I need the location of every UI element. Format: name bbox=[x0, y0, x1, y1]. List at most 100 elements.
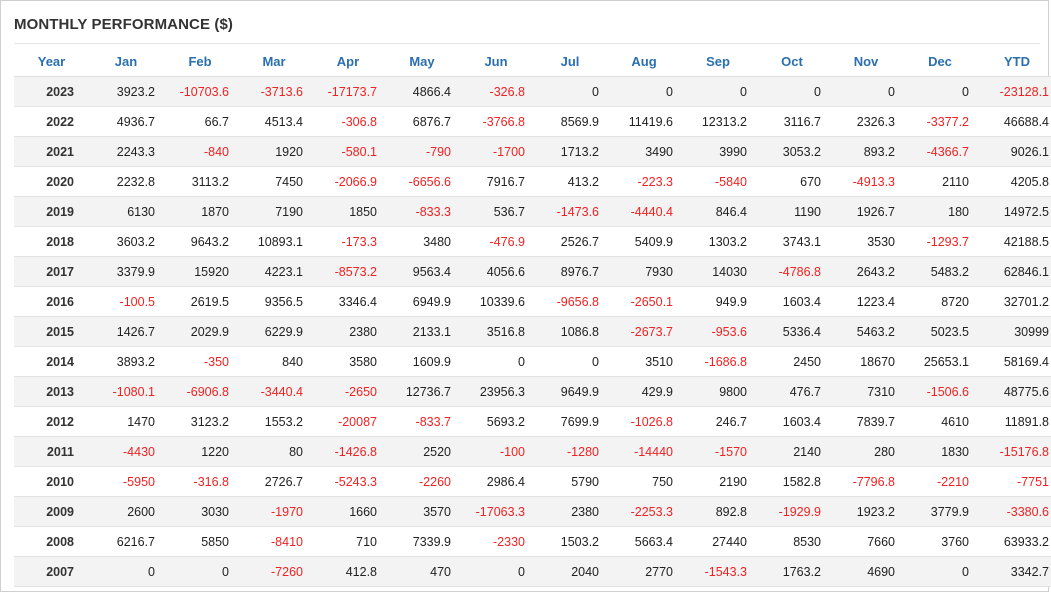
value-cell-jul: 8976.7 bbox=[533, 256, 607, 287]
value-cell-may: 4866.4 bbox=[385, 76, 459, 107]
value-cell-ytd: -15176.8 bbox=[977, 436, 1051, 467]
column-header-apr[interactable]: Apr bbox=[311, 46, 385, 77]
column-header-feb[interactable]: Feb bbox=[163, 46, 237, 77]
value-cell-ytd: 42188.5 bbox=[977, 226, 1051, 257]
year-cell: 2014 bbox=[14, 346, 89, 377]
value-cell-ytd: 58169.4 bbox=[977, 346, 1051, 377]
value-cell-jan: 3603.2 bbox=[89, 226, 163, 257]
value-cell-dec: -3377.2 bbox=[903, 106, 977, 137]
value-cell-oct: 1603.4 bbox=[755, 286, 829, 317]
value-cell-jul: 2380 bbox=[533, 496, 607, 527]
value-cell-oct: 3743.1 bbox=[755, 226, 829, 257]
value-cell-mar: -3440.4 bbox=[237, 376, 311, 407]
column-header-dec[interactable]: Dec bbox=[903, 46, 977, 77]
table-row: 2009 2600 3030 -1970 1660 3570 -17063.3 2380 -22… bbox=[14, 496, 1051, 527]
value-cell-nov: 1223.4 bbox=[829, 286, 903, 317]
value-cell-apr: 412.8 bbox=[311, 556, 385, 587]
value-cell-mar: 4223.1 bbox=[237, 256, 311, 287]
value-cell-aug: 5663.4 bbox=[607, 526, 681, 557]
table-row: 2020 2232.8 3113.2 7450 -2066.9 -6656.6 7916.7… bbox=[14, 166, 1051, 197]
value-cell-jul: 1503.2 bbox=[533, 526, 607, 557]
value-cell-dec: 5023.5 bbox=[903, 316, 977, 347]
value-cell-mar: -8410 bbox=[237, 526, 311, 557]
value-cell-aug: 3510 bbox=[607, 346, 681, 377]
value-cell-dec: 1830 bbox=[903, 436, 977, 467]
value-cell-jan: 0 bbox=[89, 556, 163, 587]
value-cell-aug: 2770 bbox=[607, 556, 681, 587]
value-cell-jun: 4056.6 bbox=[459, 256, 533, 287]
year-cell: 2015 bbox=[14, 316, 89, 347]
value-cell-jul: 2040 bbox=[533, 556, 607, 587]
value-cell-feb: 1220 bbox=[163, 436, 237, 467]
value-cell-ytd: -3380.6 bbox=[977, 496, 1051, 527]
value-cell-sep: 2190 bbox=[681, 466, 755, 497]
value-cell-aug: -223.3 bbox=[607, 166, 681, 197]
value-cell-mar: 9356.5 bbox=[237, 286, 311, 317]
column-header-jul[interactable]: Jul bbox=[533, 46, 607, 77]
value-cell-dec: 180 bbox=[903, 196, 977, 227]
value-cell-ytd: 62846.1 bbox=[977, 256, 1051, 287]
column-header-jan[interactable]: Jan bbox=[89, 46, 163, 77]
year-cell: 2009 bbox=[14, 496, 89, 527]
value-cell-mar: 7450 bbox=[237, 166, 311, 197]
value-cell-jun: 2986.4 bbox=[459, 466, 533, 497]
year-cell: 2022 bbox=[14, 106, 89, 137]
value-cell-sep: 846.4 bbox=[681, 196, 755, 227]
year-cell: 2018 bbox=[14, 226, 89, 257]
value-cell-mar: 1920 bbox=[237, 136, 311, 167]
value-cell-jul: 413.2 bbox=[533, 166, 607, 197]
value-cell-nov: 280 bbox=[829, 436, 903, 467]
value-cell-ytd: 32701.2 bbox=[977, 286, 1051, 317]
value-cell-sep: 892.8 bbox=[681, 496, 755, 527]
column-header-may[interactable]: May bbox=[385, 46, 459, 77]
value-cell-mar: 7190 bbox=[237, 196, 311, 227]
column-header-aug[interactable]: Aug bbox=[607, 46, 681, 77]
value-cell-nov: 18670 bbox=[829, 346, 903, 377]
value-cell-apr: 3580 bbox=[311, 346, 385, 377]
value-cell-ytd: 4205.8 bbox=[977, 166, 1051, 197]
table-row: 2011 -4430 1220 80 -1426.8 2520 -100 -1280 -1444… bbox=[14, 436, 1051, 467]
value-cell-nov: 0 bbox=[829, 76, 903, 107]
column-header-ytd[interactable]: YTD bbox=[977, 46, 1051, 77]
value-cell-apr: 710 bbox=[311, 526, 385, 557]
value-cell-ytd: 63933.2 bbox=[977, 526, 1051, 557]
table-row: 2016 -100.5 2619.5 9356.5 3346.4 6949.9 10339.… bbox=[14, 286, 1051, 317]
value-cell-jul: 2526.7 bbox=[533, 226, 607, 257]
value-cell-jun: 5693.2 bbox=[459, 406, 533, 437]
value-cell-may: 2520 bbox=[385, 436, 459, 467]
column-header-oct[interactable]: Oct bbox=[755, 46, 829, 77]
value-cell-jan: 4936.7 bbox=[89, 106, 163, 137]
value-cell-may: 3480 bbox=[385, 226, 459, 257]
value-cell-feb: 2029.9 bbox=[163, 316, 237, 347]
value-cell-aug: -2650.1 bbox=[607, 286, 681, 317]
value-cell-feb: 66.7 bbox=[163, 106, 237, 137]
value-cell-apr: 1850 bbox=[311, 196, 385, 227]
year-cell: 2007 bbox=[14, 556, 89, 587]
value-cell-apr: -5243.3 bbox=[311, 466, 385, 497]
year-cell: 2021 bbox=[14, 136, 89, 167]
value-cell-dec: -4366.7 bbox=[903, 136, 977, 167]
value-cell-feb: -316.8 bbox=[163, 466, 237, 497]
value-cell-may: -6656.6 bbox=[385, 166, 459, 197]
value-cell-may: 2133.1 bbox=[385, 316, 459, 347]
column-header-mar[interactable]: Mar bbox=[237, 46, 311, 77]
value-cell-mar: -3713.6 bbox=[237, 76, 311, 107]
value-cell-jun: 7916.7 bbox=[459, 166, 533, 197]
value-cell-jul: -9656.8 bbox=[533, 286, 607, 317]
column-header-jun[interactable]: Jun bbox=[459, 46, 533, 77]
value-cell-dec: 2110 bbox=[903, 166, 977, 197]
year-cell: 2017 bbox=[14, 256, 89, 287]
value-cell-jun: -476.9 bbox=[459, 226, 533, 257]
value-cell-feb: 3123.2 bbox=[163, 406, 237, 437]
value-cell-nov: -7796.8 bbox=[829, 466, 903, 497]
value-cell-oct: -1929.9 bbox=[755, 496, 829, 527]
table-row: 2014 3893.2 -350 840 3580 1609.9 0 0 3510 -1686.8… bbox=[14, 346, 1051, 377]
column-header-year[interactable]: Year bbox=[14, 46, 89, 77]
table-row: 2022 4936.7 66.7 4513.4 -306.8 6876.7 -3766.8 8… bbox=[14, 106, 1051, 137]
column-header-nov[interactable]: Nov bbox=[829, 46, 903, 77]
value-cell-sep: 246.7 bbox=[681, 406, 755, 437]
value-cell-feb: 3113.2 bbox=[163, 166, 237, 197]
table-row: 2013 -1080.1 -6906.8 -3440.4 -2650 12736.7 239… bbox=[14, 376, 1051, 407]
column-header-sep[interactable]: Sep bbox=[681, 46, 755, 77]
value-cell-oct: 1603.4 bbox=[755, 406, 829, 437]
